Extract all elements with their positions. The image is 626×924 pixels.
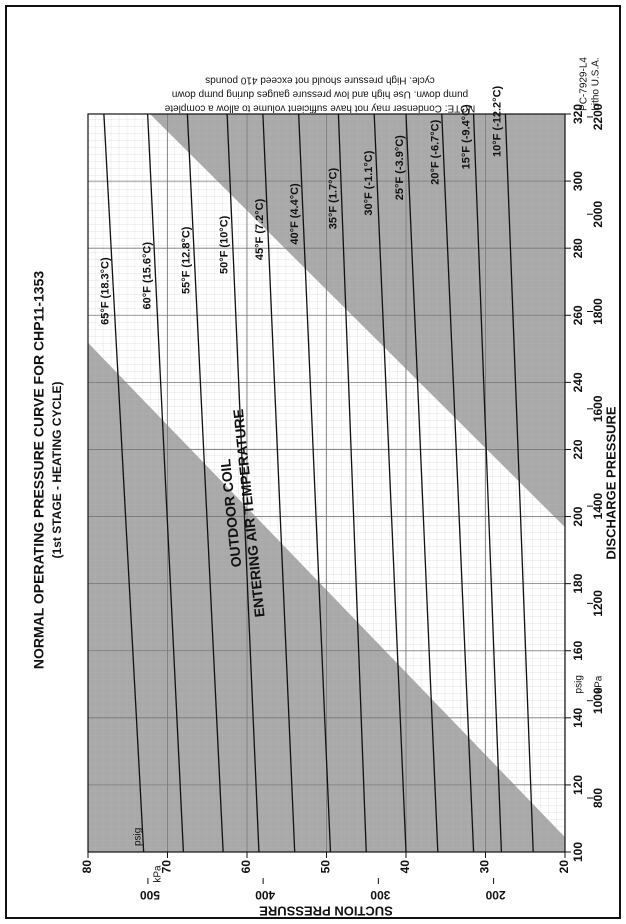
legend-label: 15°F (-9.4°C) xyxy=(460,104,472,169)
line xyxy=(337,113,367,853)
y-tick-label: 20 xyxy=(557,860,571,874)
line xyxy=(103,113,145,853)
rotated-chart: NORMAL OPERATING PRESSURE CURVE FOR CHP1… xyxy=(31,57,619,919)
plot-border xyxy=(87,113,566,853)
x-tick-label: 220 xyxy=(571,439,585,459)
y2-tick-label: 300 xyxy=(370,888,390,902)
legend-label: 10°F (-12.2°C) xyxy=(492,85,504,156)
legend-label: 60°F (15.6°C) xyxy=(141,242,153,310)
y-tick-label: 30 xyxy=(478,860,492,874)
y-unit: psig xyxy=(132,828,143,846)
y2-tick-label: 200 xyxy=(485,888,505,902)
x-tick-label: 260 xyxy=(571,305,585,325)
legend-label: 35°F (1.7°C) xyxy=(328,168,340,230)
line xyxy=(298,113,332,853)
x-unit: psig xyxy=(574,675,585,693)
chart-subtitle: (1st STAGE - HEATING CYCLE) xyxy=(50,382,64,559)
page-border xyxy=(5,5,621,919)
legend-label: 45°F (7.2°C) xyxy=(254,198,266,260)
x-tick-label: 320 xyxy=(571,104,585,124)
line xyxy=(186,113,224,853)
y-tick-label: 70 xyxy=(160,860,174,874)
x2-tick-label: 1600 xyxy=(591,395,605,422)
x2-tick-label: 1800 xyxy=(591,298,605,325)
x2-tick-label: 1000 xyxy=(591,687,605,714)
line xyxy=(441,113,475,853)
x-tick-label: 140 xyxy=(571,707,585,727)
y-tick-label: 60 xyxy=(239,860,253,874)
x-tick-label: 280 xyxy=(571,238,585,258)
y-tick-label: 80 xyxy=(80,860,94,874)
x2-tick-label: 1400 xyxy=(591,492,605,519)
line xyxy=(472,113,503,853)
note: NOTE: Condenser may not have sufficient … xyxy=(164,74,475,113)
y-axis-label: SUCTION PRESSURE xyxy=(259,904,393,919)
x2-unit: kPa xyxy=(594,675,605,693)
x2-tick-label: 800 xyxy=(591,788,605,808)
x-tick-label: 200 xyxy=(571,506,585,526)
legend-label: 25°F (-3.9°C) xyxy=(394,135,406,200)
legend-label: 55°F (12.8°C) xyxy=(180,226,192,294)
y2-unit: kPa xyxy=(152,865,163,883)
legend-label: 50°F (10°C) xyxy=(219,215,231,274)
note-line: NOTE: Condenser may not have sufficient … xyxy=(164,102,475,113)
x2-tick-label: 2200 xyxy=(591,103,605,130)
y2-tick-label: 500 xyxy=(140,888,160,902)
line xyxy=(504,113,534,853)
y-tick-label: 50 xyxy=(319,860,333,874)
legend-label: 30°F (-1.1°C) xyxy=(363,150,375,215)
y2-tick-label: 400 xyxy=(255,888,275,902)
note-line: pump down. Use high and low pressure gau… xyxy=(172,88,468,99)
line xyxy=(373,113,407,853)
x-tick-label: 100 xyxy=(571,842,585,862)
x-tick-label: 120 xyxy=(571,775,585,795)
x2-tick-label: 2000 xyxy=(591,201,605,228)
footer: Litho U.S.A. xyxy=(591,57,602,110)
line xyxy=(226,113,260,853)
line xyxy=(405,113,439,853)
x-tick-label: 240 xyxy=(571,372,585,392)
x-tick-label: 160 xyxy=(571,640,585,660)
footer: PC-7929-L4 xyxy=(579,57,590,111)
line xyxy=(262,113,296,853)
note-line: cycle. High pressure should not exceed 4… xyxy=(205,74,435,85)
chart-title: NORMAL OPERATING PRESSURE CURVE FOR CHP1… xyxy=(31,271,47,670)
y-tick-label: 40 xyxy=(398,860,412,874)
x-tick-label: 300 xyxy=(571,171,585,191)
legend-label: 40°F (4.4°C) xyxy=(289,183,301,245)
x2-tick-label: 1200 xyxy=(591,590,605,617)
legend-label: 65°F (18.3°C) xyxy=(99,257,111,325)
x-tick-label: 180 xyxy=(571,573,585,593)
x-axis-label: DISCHARGE PRESSURE xyxy=(603,406,618,559)
line xyxy=(146,113,185,853)
legend-label: 20°F (-6.7°C) xyxy=(429,119,441,184)
